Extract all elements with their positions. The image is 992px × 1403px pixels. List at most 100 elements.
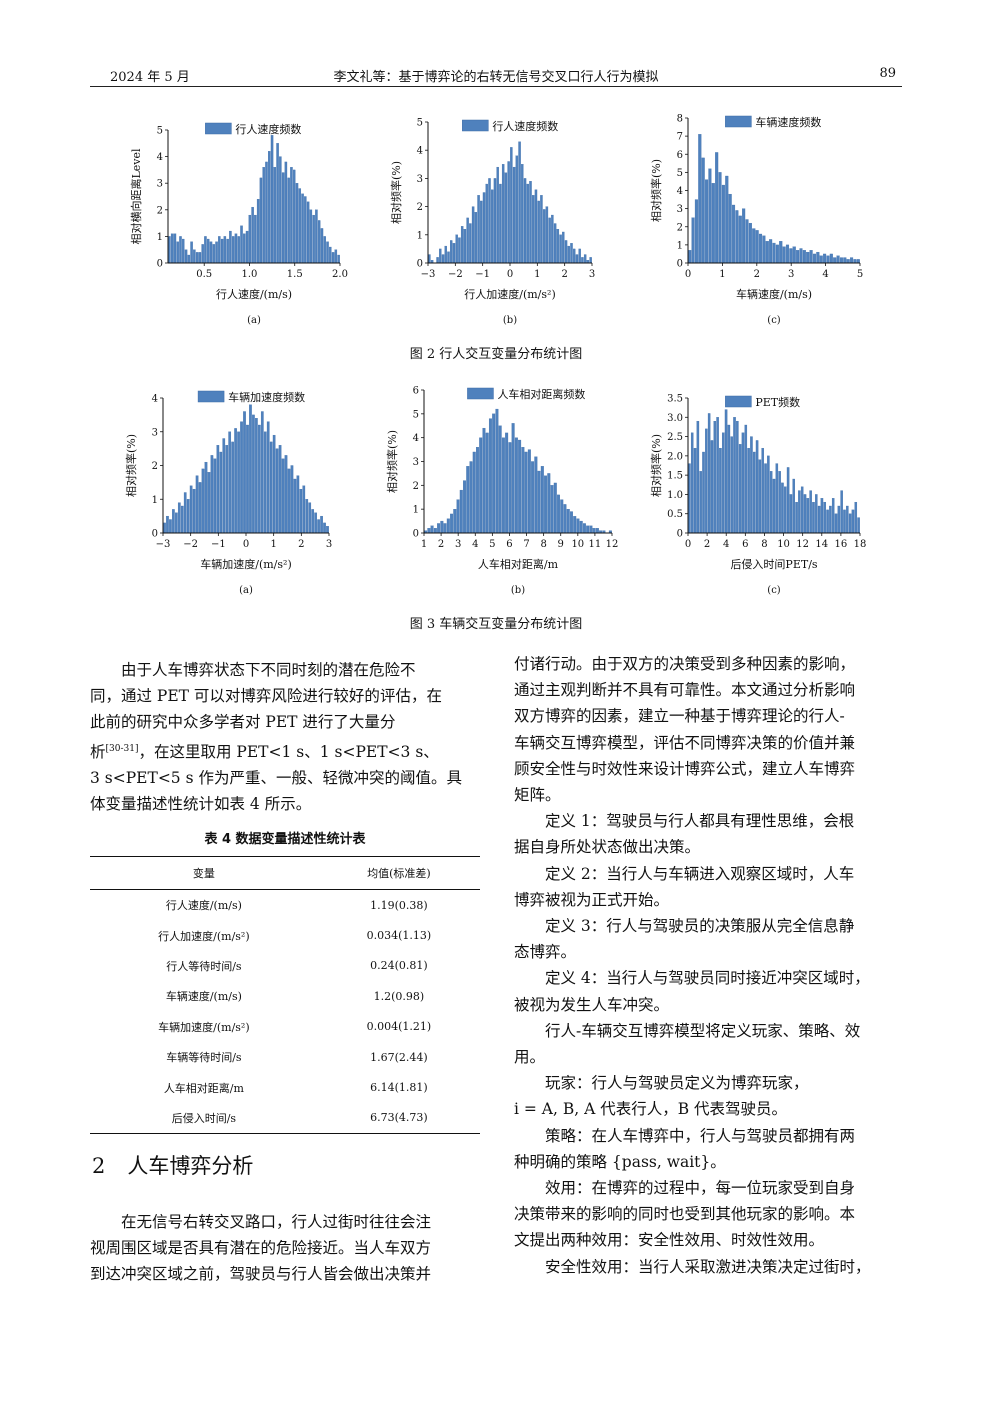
histogram-bar [466,217,469,264]
y-tick-label: 1 [157,232,163,243]
histogram-bar [730,436,733,534]
x-axis-label: 车辆加速度/(m/s²) [200,557,291,571]
x-tick-label: 18 [854,539,867,550]
histogram-bar [570,243,573,264]
y-tick-label: 2 [413,481,419,492]
histogram-bar [259,177,263,264]
histogram-bar [806,251,810,264]
histogram-bar [733,417,736,534]
table-row: 车辆加速度/(m/s²) 0.004(1.21) [90,1012,480,1042]
x-tick-label: 3 [788,269,794,280]
histogram-bar [329,246,332,264]
histogram-bar [755,440,759,534]
histogram-bar [496,166,499,264]
histogram-bar [428,254,431,264]
histogram-bar [752,228,756,264]
histogram-bar [510,147,513,264]
table-header: 变量 [90,856,318,890]
histogram-bar [293,478,297,534]
x-tick-label: 2 [704,539,710,550]
histogram-bar [715,152,719,264]
histogram-bar [721,184,725,264]
text-line: 定义 2：当行人与车辆进入观察区域时，人车 [545,864,855,883]
text-line: 定义 1：驾驶员与行人都具有理性思维，会根 [545,812,855,831]
text-line: 效用：在博弈的过程中，每一位玩家受到自身 [545,1179,856,1198]
histogram-bar [531,461,535,534]
histogram-bar [173,233,177,264]
x-tick-label: 6 [506,539,512,550]
x-tick-label: −1 [475,269,490,280]
histogram-bar [823,253,827,264]
table-cell: 车辆加速度/(m/s²) [158,1020,250,1034]
legend-swatch [725,395,752,408]
histogram-bar [204,461,208,534]
x-tick-label: 0 [507,269,513,280]
histogram-bar [567,245,570,264]
x-tick-label: 10 [777,539,790,550]
histogram-bar [243,411,246,534]
text-line: 析[30-31]，在这里取用 PET<1 s、1 s<PET<3 s、 [90,736,480,765]
legend-label: 车辆加速度频数 [228,390,305,404]
text-line: 顾安全性与时效性来设计博弈公式，建立人车博弈 [514,759,856,778]
histogram-bar [265,161,268,264]
histogram-bar [458,237,461,264]
histogram-bar [562,231,565,264]
table-cell: 行人等待时间/s [166,959,242,973]
text-line: 车辆交互博弈模型，评估不同博弈决策的价值并兼 [514,733,856,752]
histogram-bar [466,466,470,534]
y-tick-label: 5 [677,168,683,179]
x-tick-label: 0 [685,269,691,280]
x-tick-label: −3 [421,269,436,280]
histogram-bar [595,528,599,534]
histogram-bar [564,240,568,264]
histogram-bar [273,167,277,264]
histogram-bar [427,528,431,534]
y-tick-label: 2 [677,222,683,233]
histogram-bar [837,505,841,534]
text-line: 在无信号右转交叉路口，行人过街时往往会注 [121,1213,432,1231]
histogram-bar [511,423,515,534]
histogram-bar [563,504,567,534]
table-cell: 1.2(0.98) [373,989,425,1003]
histogram-bar [515,155,519,264]
histogram-bar [846,259,850,264]
histogram-bar [846,505,849,534]
histogram-bar [441,254,445,264]
table-cell: 6.73(4.73) [317,1102,480,1135]
histogram-bar [816,251,820,264]
histogram-bar [742,208,746,264]
x-tick-label: 10 [571,539,584,550]
y-tick-label: 0 [157,259,163,270]
histogram-bar [169,519,172,534]
histogram-bar [833,257,837,264]
histogram-bar [193,249,196,264]
histogram-bar [450,513,454,534]
text-line: 种明确的策略 {pass, wait}。 [514,1152,726,1171]
histogram-bar [537,200,540,264]
y-tick-label: 2.5 [667,432,683,443]
histogram-bar [575,254,579,264]
legend-label: 行人速度频数 [235,122,301,136]
histogram-bar [815,494,818,534]
histogram-bar [848,513,852,534]
histogram-bar [476,447,479,534]
histogram-bar [772,478,776,534]
histogram-bar [170,233,174,264]
histogram-bar [755,230,759,264]
histogram-bar [304,196,307,264]
histogram-bar [263,431,267,534]
histogram-bar [789,494,793,534]
histogram-bar [301,193,304,264]
histogram-bar [817,505,821,534]
histogram-bar [731,204,736,264]
histogram-bar [299,488,303,534]
histogram-bar [469,461,473,534]
text-line: 定义 3：行人与驾驶员的决策服从完全信息静 [545,917,855,936]
table-header: 均值(标准差) [317,856,480,890]
y-tick-label: 3 [417,174,423,185]
histogram-bar [550,485,554,534]
histogram-bar [215,241,218,264]
histogram-bar [691,217,695,264]
histogram-bar [721,432,725,534]
histogram-bar [758,233,763,264]
